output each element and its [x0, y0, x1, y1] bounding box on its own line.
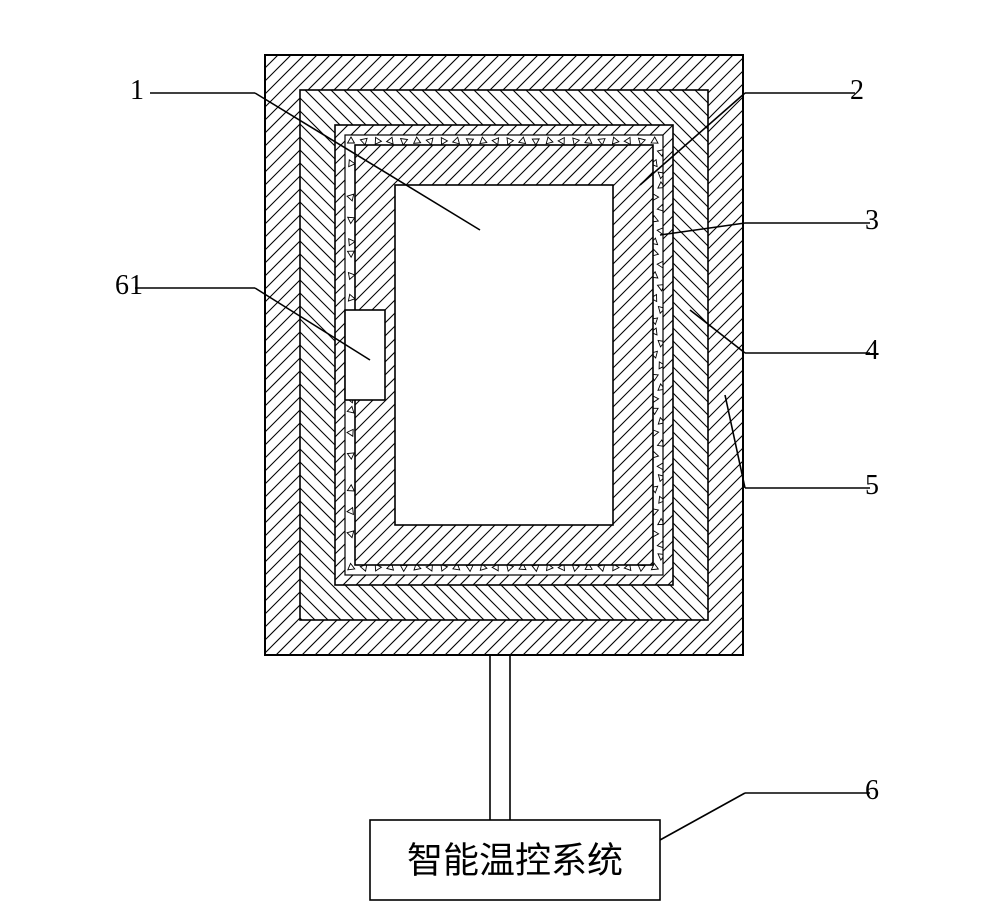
label-5: 5 — [865, 470, 879, 502]
control-box-label: 智能温控系统 — [407, 841, 623, 881]
label-2: 2 — [850, 75, 864, 107]
label-6: 6 — [865, 775, 879, 807]
label-4: 4 — [865, 335, 879, 367]
diagram-svg: 智能温控系统 — [0, 0, 1000, 921]
label-1: 1 — [130, 75, 144, 107]
label-61: 61 — [115, 270, 143, 302]
label-3: 3 — [865, 205, 879, 237]
